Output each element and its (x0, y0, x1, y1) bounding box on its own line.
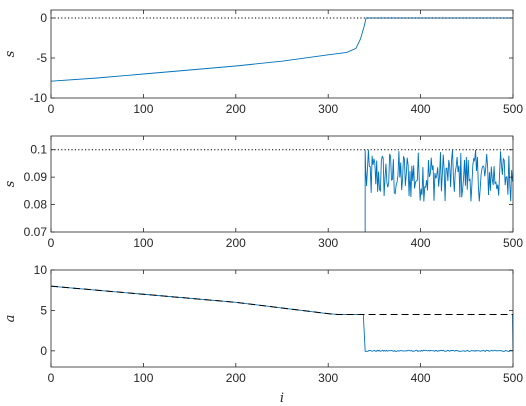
x-tick-label: 0 (48, 236, 55, 250)
panel-2: 0 100 200 300 400 500 0.1 0.09 0.08 0.07 s (3, 135, 523, 250)
y-tick-label: 5 (40, 303, 47, 317)
y-tick-label: 0.07 (24, 225, 48, 239)
y-tick-label: 0 (40, 344, 47, 358)
x-tick-label: 0 (48, 371, 55, 385)
x-tick-label: 500 (503, 236, 523, 250)
x-tick-label: 200 (226, 236, 246, 250)
panel-1-series-1 (50, 17, 513, 82)
y-tick-label: 0.1 (30, 143, 47, 157)
panel-2-axes (50, 135, 514, 233)
y-axis-label: a (3, 315, 18, 323)
x-tick-label: 400 (411, 371, 431, 385)
y-tick-label: -5 (36, 51, 47, 65)
x-axis-label: i (280, 391, 284, 406)
x-tick-label: 300 (318, 102, 338, 116)
x-tick-label: 0 (48, 102, 55, 116)
panel-3: 0 100 200 300 400 500 10 5 0 a i (3, 263, 523, 406)
panel-2-series-1 (364, 149, 513, 232)
y-axis-label: s (3, 50, 18, 57)
x-tick-label: 100 (133, 102, 153, 116)
x-tick-label: 100 (133, 236, 153, 250)
panel-1: 0 100 200 300 400 500 0 -5 -10 s (3, 9, 523, 116)
x-tick-label: 300 (318, 236, 338, 250)
panel-3-series-1 (50, 285, 514, 353)
y-tick-label: 0 (40, 11, 47, 25)
x-tick-label: 300 (318, 371, 338, 385)
panel-1-axes (50, 9, 514, 99)
x-tick-label: 200 (226, 102, 246, 116)
x-tick-label: 500 (503, 371, 523, 385)
x-tick-label: 400 (411, 102, 431, 116)
y-tick-label: 10 (34, 263, 48, 277)
x-tick-label: 400 (411, 236, 431, 250)
x-tick-label: 200 (226, 371, 246, 385)
y-tick-label: 0.09 (24, 170, 48, 184)
x-tick-label: 500 (503, 102, 523, 116)
panel-3-series-2 (50, 285, 513, 315)
panel-3-axes (50, 269, 514, 368)
x-tick-label: 100 (133, 371, 153, 385)
y-tick-label: -10 (30, 91, 48, 105)
y-axis-label: s (3, 180, 18, 187)
y-tick-label: 0.08 (24, 198, 48, 212)
